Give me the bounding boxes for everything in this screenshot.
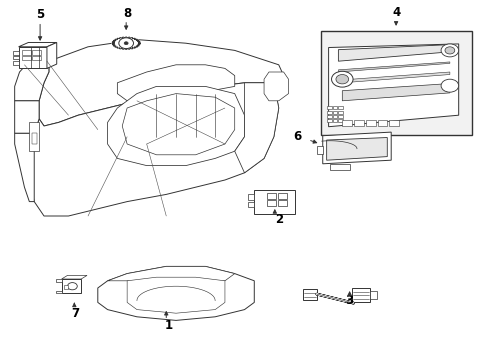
Polygon shape xyxy=(369,291,376,299)
Polygon shape xyxy=(266,193,275,199)
Polygon shape xyxy=(332,111,337,114)
Polygon shape xyxy=(388,120,398,126)
Polygon shape xyxy=(248,194,254,200)
Text: 5: 5 xyxy=(36,8,44,21)
Polygon shape xyxy=(248,202,254,207)
Circle shape xyxy=(440,79,458,92)
Polygon shape xyxy=(326,106,331,109)
Polygon shape xyxy=(342,120,351,126)
Polygon shape xyxy=(19,47,47,68)
Polygon shape xyxy=(61,275,87,279)
Polygon shape xyxy=(277,193,286,199)
Polygon shape xyxy=(303,289,316,300)
Polygon shape xyxy=(22,50,31,55)
Circle shape xyxy=(119,38,133,49)
Text: 8: 8 xyxy=(123,7,131,20)
Polygon shape xyxy=(29,83,278,216)
Polygon shape xyxy=(332,115,337,118)
Polygon shape xyxy=(328,44,458,127)
Text: 7: 7 xyxy=(72,307,80,320)
Polygon shape xyxy=(338,119,343,122)
Polygon shape xyxy=(338,115,343,118)
Circle shape xyxy=(67,283,77,290)
Polygon shape xyxy=(122,94,234,155)
Text: 4: 4 xyxy=(391,6,399,19)
Text: 1: 1 xyxy=(164,319,172,332)
Polygon shape xyxy=(338,111,343,114)
Polygon shape xyxy=(326,138,386,160)
Polygon shape xyxy=(326,111,331,114)
Polygon shape xyxy=(338,106,343,109)
Polygon shape xyxy=(322,132,390,164)
Polygon shape xyxy=(365,120,375,126)
Polygon shape xyxy=(332,119,337,122)
Polygon shape xyxy=(15,101,39,133)
Polygon shape xyxy=(332,106,337,109)
Polygon shape xyxy=(234,83,278,173)
Text: 2: 2 xyxy=(274,213,282,226)
Polygon shape xyxy=(47,42,57,68)
Polygon shape xyxy=(329,164,349,170)
Circle shape xyxy=(335,75,348,84)
Polygon shape xyxy=(264,72,288,101)
Polygon shape xyxy=(32,133,37,144)
Polygon shape xyxy=(32,50,41,55)
Polygon shape xyxy=(13,51,19,55)
Polygon shape xyxy=(326,119,331,122)
Polygon shape xyxy=(127,277,224,313)
Text: 3: 3 xyxy=(345,294,353,307)
Circle shape xyxy=(440,44,458,57)
Polygon shape xyxy=(338,45,449,61)
Text: 6: 6 xyxy=(293,130,301,143)
Polygon shape xyxy=(316,146,322,154)
Polygon shape xyxy=(29,122,39,151)
Polygon shape xyxy=(15,58,49,101)
Circle shape xyxy=(331,71,352,87)
Polygon shape xyxy=(320,31,471,135)
Polygon shape xyxy=(13,56,19,59)
Polygon shape xyxy=(13,61,19,65)
Polygon shape xyxy=(112,37,140,49)
Polygon shape xyxy=(107,86,244,166)
Polygon shape xyxy=(19,42,57,47)
Polygon shape xyxy=(32,56,41,60)
Polygon shape xyxy=(342,84,449,101)
Polygon shape xyxy=(277,200,286,206)
Polygon shape xyxy=(15,133,34,202)
Polygon shape xyxy=(107,266,234,284)
Polygon shape xyxy=(353,120,363,126)
Polygon shape xyxy=(22,56,31,60)
Polygon shape xyxy=(342,72,449,83)
Polygon shape xyxy=(377,120,386,126)
Polygon shape xyxy=(56,291,61,293)
Polygon shape xyxy=(254,189,295,214)
Polygon shape xyxy=(63,285,68,289)
Polygon shape xyxy=(117,65,234,101)
Polygon shape xyxy=(98,266,254,320)
Polygon shape xyxy=(39,40,283,126)
Polygon shape xyxy=(351,288,369,302)
Polygon shape xyxy=(326,115,331,118)
Polygon shape xyxy=(56,279,61,282)
Circle shape xyxy=(444,47,454,54)
Polygon shape xyxy=(266,200,275,206)
Polygon shape xyxy=(61,279,81,293)
Circle shape xyxy=(124,42,128,45)
Polygon shape xyxy=(338,62,449,72)
